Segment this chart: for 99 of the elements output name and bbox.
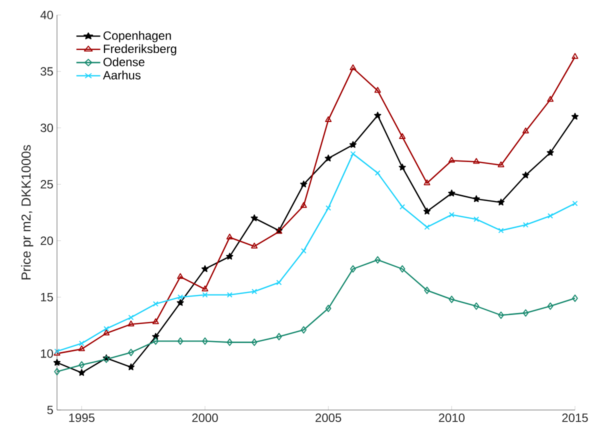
point xyxy=(448,296,455,304)
point xyxy=(349,141,357,148)
point xyxy=(398,164,406,170)
point xyxy=(374,86,381,93)
y-axis-title: Price pr m2, DKK1000s xyxy=(21,145,34,280)
point xyxy=(374,112,382,119)
x-tick-label: 2015 xyxy=(562,414,588,422)
point xyxy=(572,53,578,59)
point xyxy=(522,172,530,178)
point xyxy=(202,337,208,345)
point xyxy=(226,338,233,346)
point xyxy=(300,202,307,208)
legend-label: Frederiksberg xyxy=(104,44,176,56)
point xyxy=(128,348,134,356)
point xyxy=(498,161,504,168)
point xyxy=(178,294,184,300)
point xyxy=(350,151,356,157)
point xyxy=(201,265,209,272)
point xyxy=(448,190,456,196)
point xyxy=(177,337,184,345)
point xyxy=(350,265,356,273)
point xyxy=(424,286,430,294)
point xyxy=(300,180,308,188)
point xyxy=(498,312,504,319)
point xyxy=(78,369,86,376)
point xyxy=(128,320,134,326)
point xyxy=(423,208,431,214)
point xyxy=(128,314,134,320)
point xyxy=(473,158,480,164)
point xyxy=(522,222,528,228)
point xyxy=(103,330,110,336)
point xyxy=(202,286,208,292)
y-tick-label: 40 xyxy=(40,10,54,20)
y-tick-label: 5 xyxy=(47,406,53,414)
legend-label: Aarhus xyxy=(102,70,141,80)
y-tick-label: 20 xyxy=(40,236,54,245)
point xyxy=(78,361,85,369)
point xyxy=(78,345,85,352)
point xyxy=(176,299,184,306)
y-tick-label: 30 xyxy=(40,124,54,132)
point xyxy=(399,265,406,273)
x-tick-label: 2005 xyxy=(316,414,342,422)
point xyxy=(300,248,306,254)
point xyxy=(374,256,381,264)
y-tick-label: 35 xyxy=(40,67,53,76)
y-tick-label: 10 xyxy=(41,349,54,358)
point xyxy=(448,156,455,163)
point xyxy=(226,252,234,260)
point xyxy=(473,302,480,310)
point xyxy=(326,205,332,211)
point xyxy=(226,234,233,240)
point xyxy=(424,224,430,230)
point xyxy=(522,128,529,134)
y-tick-label: 15 xyxy=(41,292,53,302)
point xyxy=(546,148,554,156)
point xyxy=(152,301,158,307)
point xyxy=(104,326,110,332)
point xyxy=(572,200,578,206)
point xyxy=(202,292,208,298)
point xyxy=(571,112,579,120)
point xyxy=(498,228,504,234)
legend-label: Odense xyxy=(104,57,144,66)
y-tick-label: 25 xyxy=(40,180,53,189)
point xyxy=(252,288,258,294)
point xyxy=(251,338,258,346)
point xyxy=(250,214,258,222)
point xyxy=(548,213,554,219)
point xyxy=(276,332,282,340)
point xyxy=(374,170,380,176)
x-tick-label: 1995 xyxy=(69,414,94,422)
point xyxy=(399,133,406,139)
point xyxy=(448,212,454,218)
point xyxy=(78,340,84,346)
point xyxy=(300,326,307,334)
x-tick-label: 2010 xyxy=(438,414,465,422)
point xyxy=(350,64,356,70)
point xyxy=(276,280,282,286)
point xyxy=(325,304,332,312)
point xyxy=(424,179,430,186)
point xyxy=(474,216,480,222)
point xyxy=(152,337,159,345)
point xyxy=(522,309,529,317)
point xyxy=(53,358,61,366)
point xyxy=(497,198,505,206)
point xyxy=(226,292,232,298)
point xyxy=(177,273,184,279)
point xyxy=(547,96,554,102)
point xyxy=(400,204,406,210)
point xyxy=(572,294,578,302)
point xyxy=(152,318,159,324)
point xyxy=(324,154,332,162)
point xyxy=(325,116,332,122)
point xyxy=(547,302,554,310)
point xyxy=(251,242,258,248)
point xyxy=(54,368,60,376)
point xyxy=(127,363,135,370)
point xyxy=(472,195,480,202)
x-tick-label: 2000 xyxy=(192,414,218,422)
legend-label: Copenhagen xyxy=(104,31,171,42)
